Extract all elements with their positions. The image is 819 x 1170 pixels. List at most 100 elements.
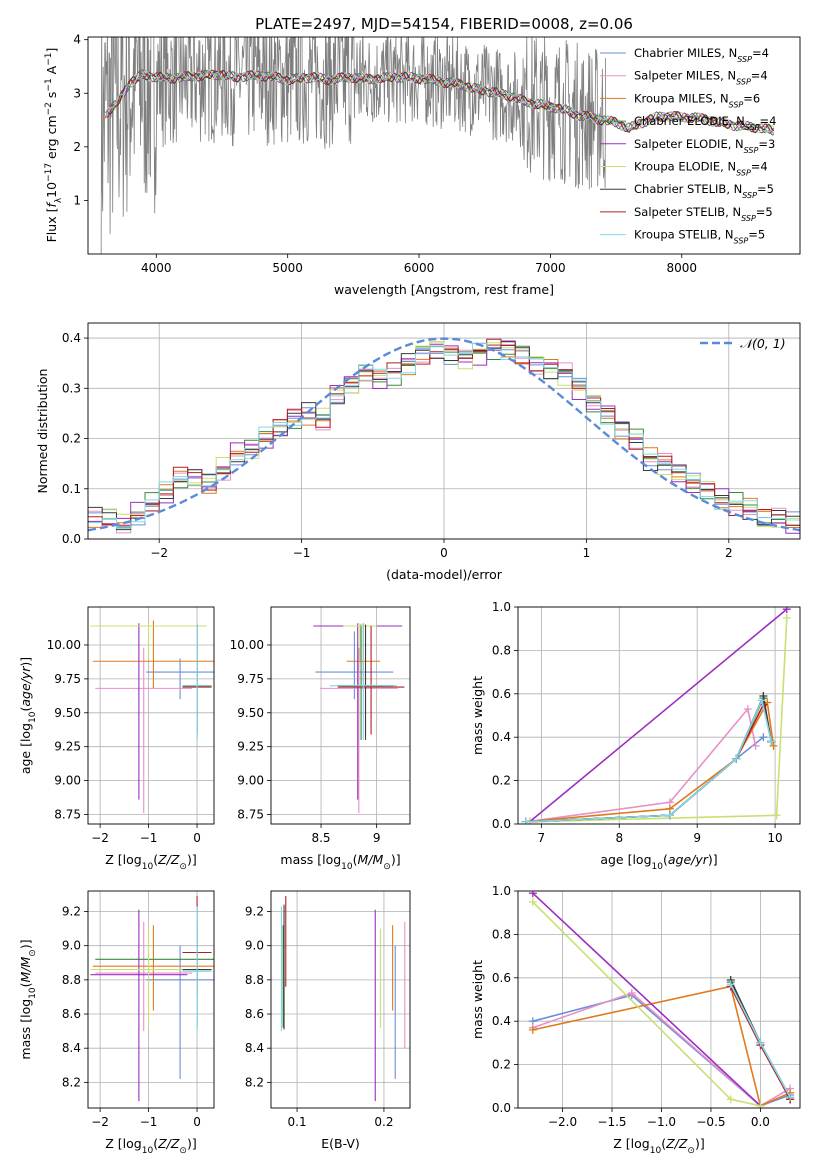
y-tick-label: 9.75 [237,672,264,686]
y-tick-label: 8.4 [245,1041,264,1055]
x-tick-label: 0 [193,1115,201,1129]
label-part: 10 [142,862,154,872]
label-part: Flux [ [44,208,59,243]
label-part: 10 [652,862,664,872]
y-tick-label: 0.2 [492,1058,511,1072]
label-part: ⊙ [179,862,187,872]
plot-area [528,891,795,1108]
label-part: ( [661,1136,666,1151]
label-part: ( [353,852,358,867]
x-axis-label: E(B-V) [321,1136,360,1151]
x-axis-label: Z [log10(Z/Z⊙)] [105,1136,196,1156]
x-tick-label: −1.0 [647,1115,676,1129]
legend-entry: Chabrier ELODIE, NSSP=4 [634,114,776,132]
label-part: 10 [341,862,353,872]
y-tick-label: 9.25 [54,740,81,754]
legend-entry: 𝒩(0, 1) [740,336,786,351]
label-part: 10 [28,711,38,723]
y-axis-label: mass weight [470,960,485,1039]
y-tick-label: 0.3 [62,381,81,395]
weight-line-chabrier-miles [532,994,791,1107]
x-axis-label: mass [log10(M/M⊙)] [280,852,400,872]
legend-sub: SSP [737,55,752,64]
legend-text: Kroupa MILES, N [634,91,729,105]
legend-sub: SSP [736,77,751,86]
y-tick-label: 8.75 [54,808,81,822]
x-tick-label: 0 [193,831,201,845]
axes-frame [517,890,801,1109]
weight-marker [756,1038,765,1047]
weight-marker [726,1095,735,1104]
axes-frame [87,606,215,825]
plot-area [90,620,214,814]
plot-area [90,896,214,1102]
x-tick-label: −0.5 [696,1115,725,1129]
legend-value: =4 [752,46,769,60]
label-part: −17 [44,163,54,182]
panel-mass-vs-Z: −2 −1 08.28.48.68.89.09.2Z [log10(Z/Z⊙)]ma… [18,890,215,1156]
x-tick-label: −1 [140,831,158,845]
label-part: −1 [44,78,54,91]
y-tick-label: 0.8 [492,643,511,657]
observed-spectrum [100,37,606,254]
y-tick-label: 10.00 [47,638,81,652]
plot-area [88,337,800,534]
axes-frame [270,890,411,1109]
label-part: −1 [44,52,54,65]
y-tick-label: 9.0 [62,939,81,953]
model-line-kroupa-stelib [105,69,775,134]
x-axis-label: age [log10(age/yr)] [600,852,717,872]
label-part: ( [153,852,158,867]
y-tick-label: 9.2 [245,905,264,919]
y-tick-label: 8.75 [237,808,264,822]
x-tick-label: 8000 [666,261,697,275]
label-part: M/M [358,852,384,867]
x-tick-label: −1 [140,1115,158,1129]
weight-marker [751,741,760,750]
legend-text: Kroupa STELIB, N [634,228,734,242]
x-tick-label: 7 [538,831,546,845]
x-tick-label: −1 [293,546,311,560]
weight-marker [726,980,735,989]
legend-entry: Salpeter ELODIE, NSSP=3 [634,137,775,155]
legend-text: Salpeter MILES, N [634,69,736,83]
y-tick-label: 9.00 [237,774,264,788]
legend-entry: Kroupa STELIB, NSSP=5 [634,228,765,246]
panel-residuals: −2 −1 0 1 2 0.0 0.1 0.2 0.3 0.4 (data-model)/error… [35,322,801,582]
label-part: −2 [44,102,54,115]
y-tick-label: 10.00 [230,638,264,652]
legend-entry: Kroupa MILES, NSSP=6 [634,91,760,109]
weight-marker [767,737,776,746]
x-tick-label: 9 [693,831,701,845]
y-tick-label: 9.50 [237,706,264,720]
x-axis-label: (data-model)/error [386,567,503,582]
label-part: Z [log [105,852,141,867]
normal-curve [88,337,800,532]
label-part: ⊙ [687,1146,695,1156]
label-part: 10 [28,987,38,999]
model-line-salpeter-stelib [106,69,774,133]
label-part: age/yr [668,852,709,867]
legend-sub: SSP [744,145,759,154]
legend-entry: Kroupa ELODIE, NSSP=4 [634,160,768,178]
legend-sub: SSP [741,213,756,222]
label-part: )] [391,852,401,867]
weight-marker [759,691,768,700]
label-part: )] [18,657,33,667]
y-tick-label: 9.75 [54,672,81,686]
legend-text: Chabrier MILES, N [634,46,737,60]
y-tick-label: 8.8 [62,973,81,987]
label-part: Z/Z [157,1136,180,1151]
y-axis-label: age [log10(age/yr)] [18,657,38,774]
y-tick-label: 0.2 [62,432,81,446]
y-tick-label: 0.8 [492,927,511,941]
axes-frame [517,606,801,825]
axes-frame [87,36,801,255]
x-tick-label: −1.5 [597,1115,626,1129]
label-part: )] [708,852,718,867]
x-tick-label: 8 [615,831,623,845]
x-tick-label: 0.2 [374,1115,393,1129]
x-tick-label: 5000 [272,261,303,275]
